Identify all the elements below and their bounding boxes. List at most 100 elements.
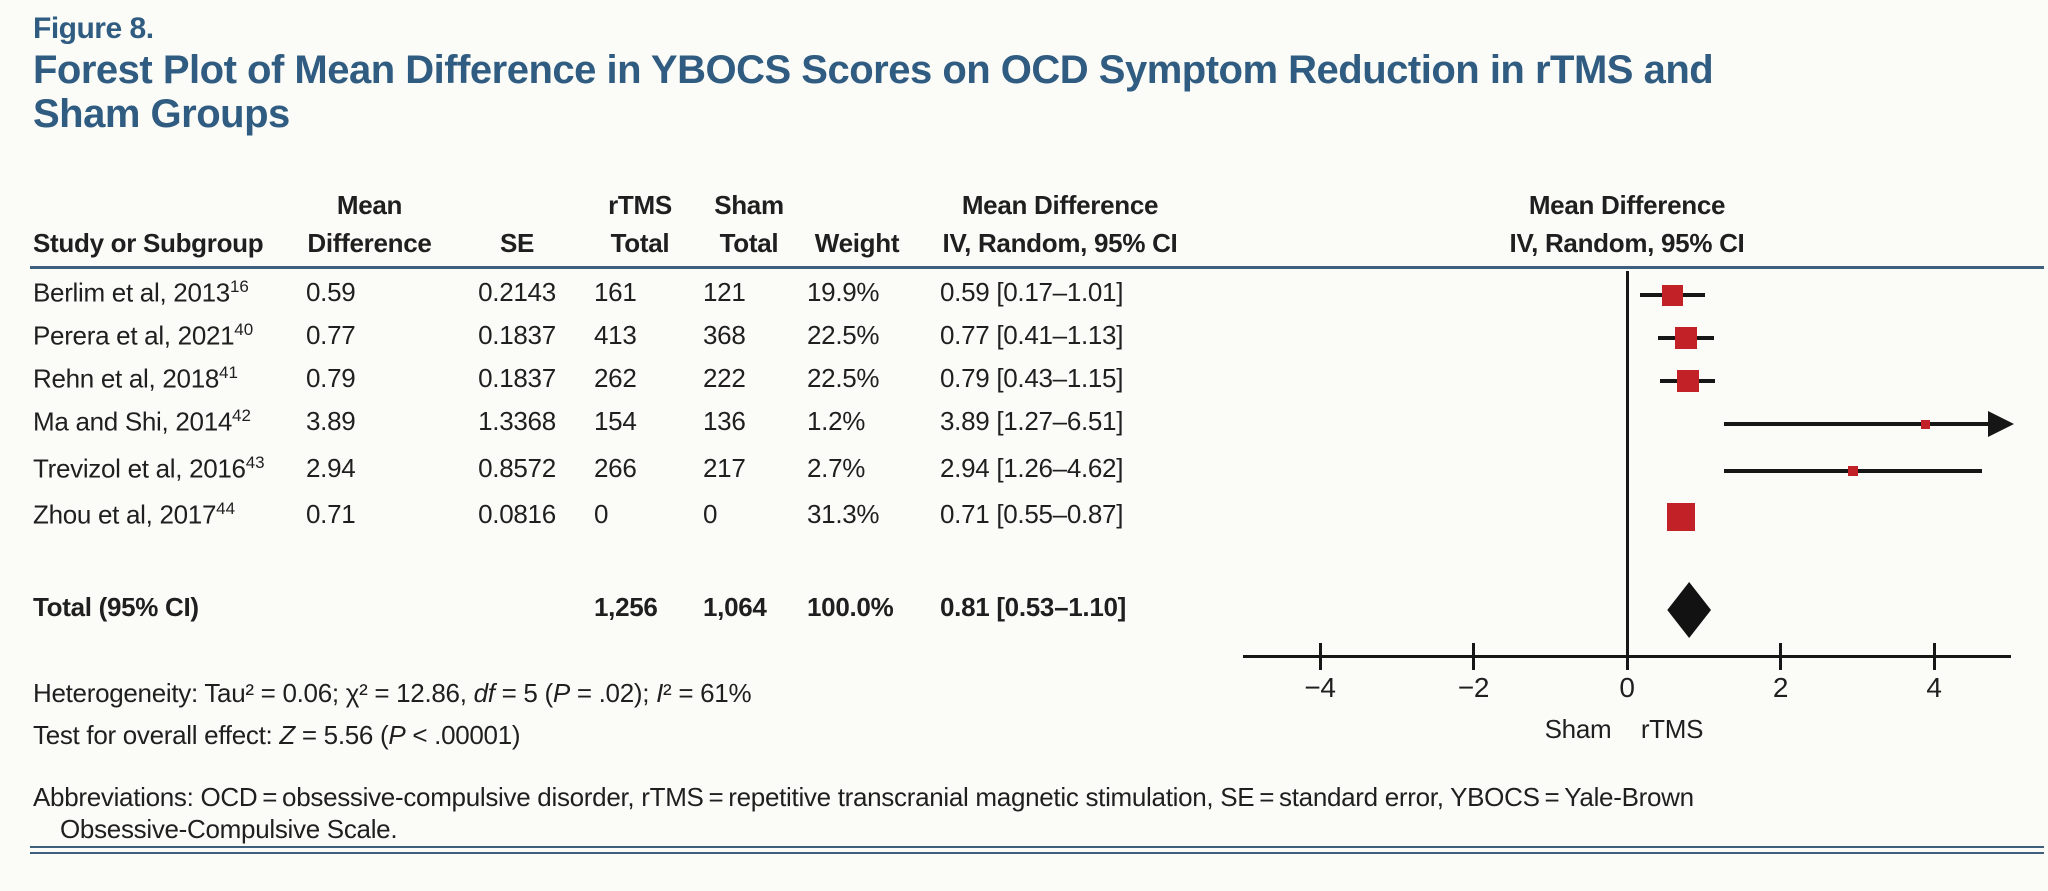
- total-ci-cell: 0.81 [0.53–1.10]: [940, 592, 1127, 622]
- stat-symbol: Z: [279, 720, 295, 750]
- study-point-square: [1675, 327, 1698, 349]
- mean-difference-cell: 0.71: [306, 499, 356, 529]
- stat-text: = 5.56 (: [294, 720, 389, 750]
- study-name-cell: Rehn et al, 201841: [33, 363, 238, 394]
- weight-cell: 22.5%: [807, 363, 880, 393]
- table-row: Berlim et al, 201316 0.59 0.2143 161 121 19.9…: [0, 277, 1200, 313]
- study-point-square: [1667, 503, 1696, 531]
- x-axis-tick-label: −4: [1304, 672, 1336, 703]
- abbreviations-line1: Abbreviations: OCD = obsessive-compulsiv…: [33, 782, 1694, 812]
- stat-text: ² = 61%: [663, 678, 752, 708]
- header-md-ci-line1: Mean Difference: [961, 190, 1159, 220]
- mean-difference-cell: 0.77: [306, 320, 356, 350]
- weight-cell: 19.9%: [807, 277, 880, 307]
- header-study: Study or Subgroup: [33, 228, 264, 258]
- study-name-cell: Perera et al, 202140: [33, 320, 254, 351]
- ci-text-cell: 2.94 [1.26–4.62]: [940, 453, 1124, 483]
- arrow-right-icon: [1987, 411, 2014, 437]
- ci-text-cell: 0.77 [0.41–1.13]: [940, 320, 1124, 350]
- x-axis-tick: [1318, 643, 1322, 670]
- sham-total-cell: 217: [703, 453, 746, 483]
- stat-symbol: P: [388, 720, 406, 750]
- se-cell: 0.0816: [478, 499, 556, 529]
- ci-text-cell: 3.89 [1.27–6.51]: [940, 406, 1124, 436]
- x-axis-tick: [1779, 643, 1782, 670]
- stat-symbol: df: [473, 678, 495, 708]
- total-weight-cell: 100.0%: [807, 592, 894, 622]
- ci-text-cell: 0.79 [0.43–1.15]: [940, 363, 1124, 393]
- header-rtms-total: Total: [610, 228, 670, 258]
- stat-text: Test for overall effect:: [33, 720, 280, 750]
- header-mean: Mean: [336, 190, 403, 220]
- study-point-square: [1847, 466, 1858, 476]
- se-cell: 0.2143: [478, 277, 556, 307]
- stat-symbol: I: [656, 678, 664, 708]
- sham-total-cell: 121: [703, 277, 746, 307]
- total-sham-cell: 1,064: [703, 592, 767, 622]
- figure-title-line1: Forest Plot of Mean Difference in YBOCS …: [33, 48, 1714, 92]
- study-name-cell: Berlim et al, 201316: [33, 277, 249, 308]
- rtms-total-cell: 262: [594, 363, 637, 393]
- header-sham-total: Total: [719, 228, 779, 258]
- weight-cell: 1.2%: [807, 406, 866, 436]
- study-point-square: [1661, 284, 1683, 306]
- study-point-square: [1921, 419, 1931, 429]
- reference-superscript: 43: [245, 453, 265, 472]
- study-name-cell: Ma and Shi, 201442: [33, 406, 251, 437]
- header-rtms: rTMS: [608, 190, 672, 220]
- study-name-cell: Zhou et al, 201744: [33, 499, 236, 530]
- reference-superscript: 42: [232, 406, 251, 425]
- study-point-square: [1676, 370, 1699, 392]
- x-axis-tick: [1472, 643, 1475, 670]
- x-axis-tick-label: 0: [1619, 672, 1635, 703]
- weight-cell: 2.7%: [807, 453, 866, 483]
- mean-difference-cell: 3.89: [306, 406, 356, 436]
- header-weight: Weight: [814, 228, 900, 258]
- summary-diamond: [1667, 582, 1712, 638]
- figure-label: Figure 8.: [33, 12, 154, 45]
- stat-text: = 5 (: [494, 678, 554, 708]
- sham-total-cell: 136: [703, 406, 746, 436]
- abbreviations-line2: Obsessive-Compulsive Scale.: [60, 814, 398, 844]
- weight-cell: 22.5%: [807, 320, 880, 350]
- reference-superscript: 40: [234, 320, 254, 339]
- rtms-total-cell: 0: [594, 499, 609, 529]
- total-row: Total (95% CI) 1,256 1,064 100.0% 0.81 [0.53…: [0, 592, 1200, 628]
- header-sham: Sham: [714, 190, 784, 220]
- axis-label-sham: Sham: [1544, 714, 1612, 744]
- ci-text-cell: 0.59 [0.17–1.01]: [940, 277, 1124, 307]
- overall-effect-note: Test for overall effect: Z = 5.56 (P < .…: [33, 720, 521, 751]
- header-difference: Difference: [307, 228, 432, 258]
- stat-symbol: P: [552, 678, 570, 708]
- x-axis-tick: [1932, 643, 1936, 670]
- sham-total-cell: 368: [703, 320, 746, 350]
- header-divider-rule: [30, 266, 2044, 269]
- figure-bottom-rule: [30, 846, 2044, 854]
- sham-total-cell: 222: [703, 363, 746, 393]
- header-se: SE: [499, 228, 535, 258]
- x-axis-tick-label: −2: [1457, 672, 1490, 703]
- rtms-total-cell: 154: [594, 406, 637, 436]
- table-row: Ma and Shi, 201442 3.89 1.3368 154 136 1.2% 3.…: [0, 406, 1200, 442]
- reference-superscript: 41: [219, 363, 238, 382]
- plot-header-line2: IV, Random, 95% CI: [1509, 228, 1745, 258]
- se-cell: 1.3368: [478, 406, 556, 436]
- reference-superscript: 16: [229, 277, 249, 296]
- total-label-cell: Total (95% CI): [33, 592, 199, 622]
- table-row: Perera et al, 202140 0.77 0.1837 413 368 22.5…: [0, 320, 1200, 356]
- rtms-total-cell: 161: [594, 277, 637, 307]
- axis-label-rtms: rTMS: [1640, 714, 1704, 744]
- mean-difference-cell: 2.94: [306, 453, 356, 483]
- rtms-total-cell: 266: [594, 453, 637, 483]
- se-cell: 0.8572: [478, 453, 556, 483]
- sham-total-cell: 0: [703, 499, 718, 529]
- study-name-cell: Trevizol et al, 201643: [33, 453, 265, 484]
- weight-cell: 31.3%: [807, 499, 880, 529]
- x-axis-tick-label: 2: [1772, 672, 1789, 703]
- x-axis-tick-label: 4: [1926, 672, 1942, 703]
- reference-superscript: 44: [216, 499, 236, 518]
- figure-title-line2: Sham Groups: [33, 92, 290, 136]
- plot-header-line1: Mean Difference: [1528, 190, 1726, 220]
- heterogeneity-note: Heterogeneity: Tau² = 0.06; χ² = 12.86, …: [33, 678, 752, 709]
